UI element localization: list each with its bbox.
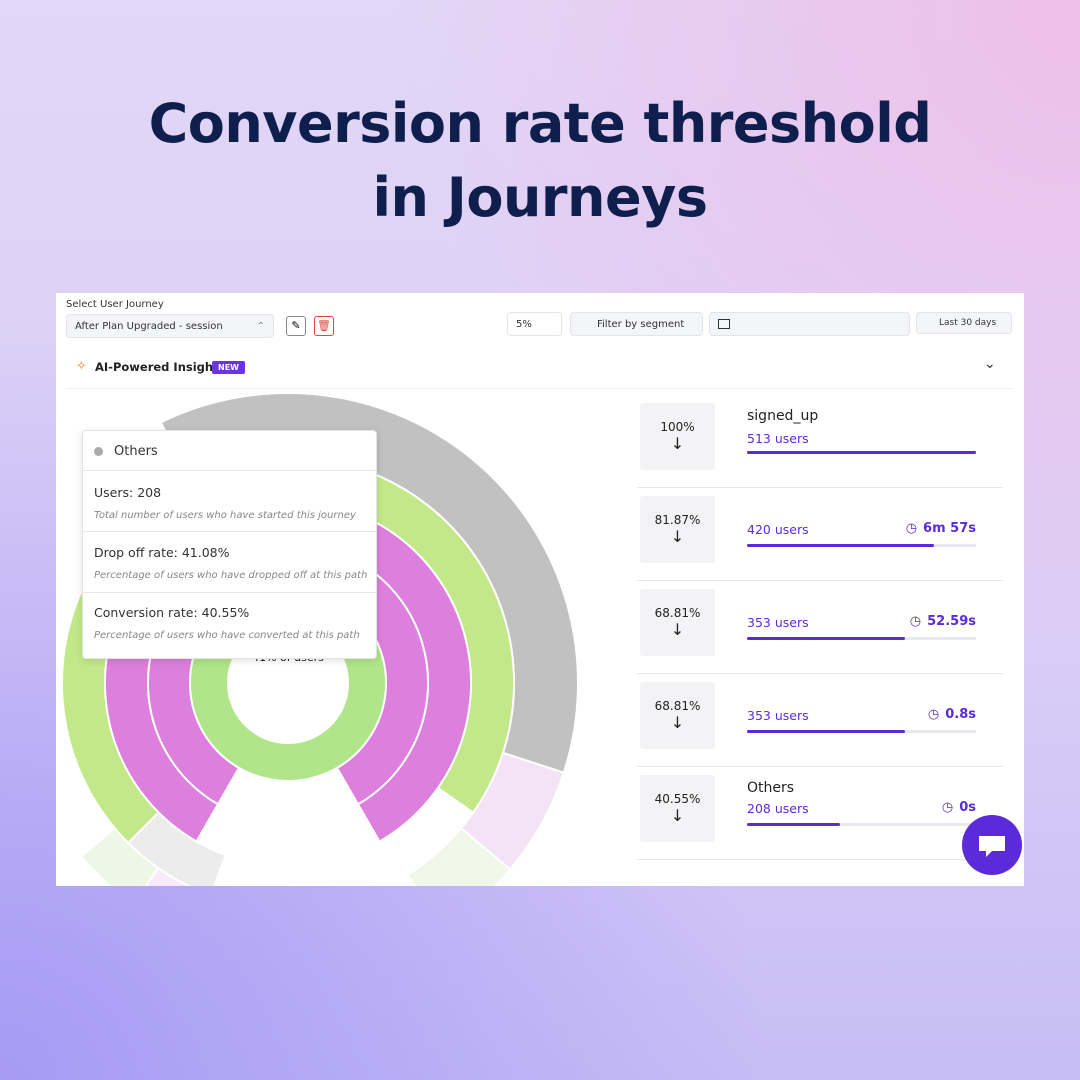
delete-button[interactable]: 🗑	[314, 316, 334, 336]
arrow-icon: ↓	[670, 434, 685, 453]
title-line: in Journeys	[372, 166, 708, 229]
chat-button[interactable]	[962, 815, 1022, 875]
step-percent: 100%	[660, 420, 695, 434]
arrow-icon: ↓	[670, 713, 685, 732]
step-time: ◷ 52.59s	[910, 614, 976, 629]
progress-track	[747, 544, 976, 547]
arrow-icon: ↓	[670, 620, 685, 639]
step-percent: 81.87%	[654, 513, 701, 527]
step-users: 420 users	[747, 522, 809, 537]
step-row: 81.87% ↓ 420 users ◷ 6m 57s	[637, 488, 1003, 581]
step-row: 68.81% ↓ 353 users ◷ 52.59s	[637, 581, 1003, 674]
step-percent-box: 68.81% ↓	[640, 589, 715, 656]
edit-button[interactable]: ✎	[286, 316, 306, 336]
progress-fill	[747, 823, 840, 826]
clock-icon: ◷	[927, 707, 940, 722]
insights-label: AI-Powered Insights	[95, 360, 226, 374]
tooltip-title: Others	[114, 444, 158, 459]
date-range[interactable]: Last 30 days	[916, 312, 1012, 334]
step-row: 68.81% ↓ 353 users ◷ 0.8s	[637, 674, 1003, 767]
progress-track	[747, 451, 976, 454]
step-percent: 68.81%	[654, 606, 701, 620]
tooltip-desc: Percentage of users who have dropped off…	[94, 570, 368, 581]
progress-track	[747, 823, 976, 826]
journey-select[interactable]: After Plan Upgraded - session ⌃	[66, 314, 274, 338]
step-row: 40.55% ↓ Others 208 users ◷ 0s	[637, 767, 1003, 860]
step-row: 100% ↓ signed_up 513 users	[637, 395, 1003, 488]
insights-bar[interactable]: ✧ AI-Powered Insights NEW ⌄	[66, 350, 1012, 389]
step-time-value: 6m 57s	[923, 521, 976, 536]
chat-icon	[979, 836, 1005, 857]
progress-track	[747, 730, 976, 733]
step-percent: 40.55%	[654, 792, 701, 806]
step-name: signed_up	[747, 408, 819, 424]
step-users: 353 users	[747, 708, 809, 723]
step-time-value: 52.59s	[927, 614, 976, 629]
clock-icon: ◷	[941, 800, 954, 815]
app-panel: Select User Journey After Plan Upgraded …	[56, 293, 1024, 886]
clock-icon: ◷	[905, 521, 918, 536]
step-time: ◷ 0.8s	[928, 707, 976, 722]
step-percent: 68.81%	[654, 699, 701, 713]
step-percent-box: 40.55% ↓	[640, 775, 715, 842]
clock-icon: ◷	[909, 614, 922, 629]
sunburst-segment	[406, 826, 512, 886]
segment-filter[interactable]: Filter by segment	[570, 312, 703, 336]
journey-label: Select User Journey	[66, 299, 164, 310]
tooltip: Others Users: 208 Total number of users w…	[82, 430, 377, 659]
blank-select[interactable]	[709, 312, 910, 336]
step-percent-box: 100% ↓	[640, 403, 715, 470]
step-time: ◷ 6m 57s	[906, 521, 976, 536]
tooltip-desc: Total number of users who have started t…	[94, 510, 356, 521]
arrow-icon: ↓	[670, 806, 685, 825]
progress-track	[747, 637, 976, 640]
threshold-select[interactable]: 5%	[507, 312, 562, 336]
tooltip-label: Conversion rate: 40.55%	[94, 605, 250, 620]
step-time-value: 0.8s	[945, 707, 976, 722]
step-percent-box: 81.87% ↓	[640, 496, 715, 563]
step-users: 208 users	[747, 801, 809, 816]
step-time-value: 0s	[959, 800, 976, 815]
step-name: Others	[747, 780, 795, 796]
step-time: ◷ 0s	[942, 800, 976, 815]
date-range-value: Last 30 days	[939, 318, 997, 328]
arrow-icon: ↓	[670, 527, 685, 546]
tooltip-label: Users: 208	[94, 485, 162, 500]
step-users: 513 users	[747, 431, 809, 446]
journey-value: After Plan Upgraded - session	[75, 320, 223, 332]
progress-fill	[747, 451, 976, 454]
insights-badge: NEW	[212, 361, 245, 374]
progress-fill	[747, 544, 935, 547]
tooltip-label: Drop off rate: 41.08%	[94, 545, 230, 560]
segment-value: Filter by segment	[597, 318, 685, 330]
tooltip-desc: Percentage of users who have converted a…	[94, 630, 360, 641]
step-percent-box: 68.81% ↓	[640, 682, 715, 749]
title-line: Conversion rate threshold	[148, 92, 932, 155]
progress-fill	[747, 730, 905, 733]
progress-fill	[747, 637, 905, 640]
threshold-value: 5%	[516, 318, 532, 330]
step-users: 353 users	[747, 615, 809, 630]
